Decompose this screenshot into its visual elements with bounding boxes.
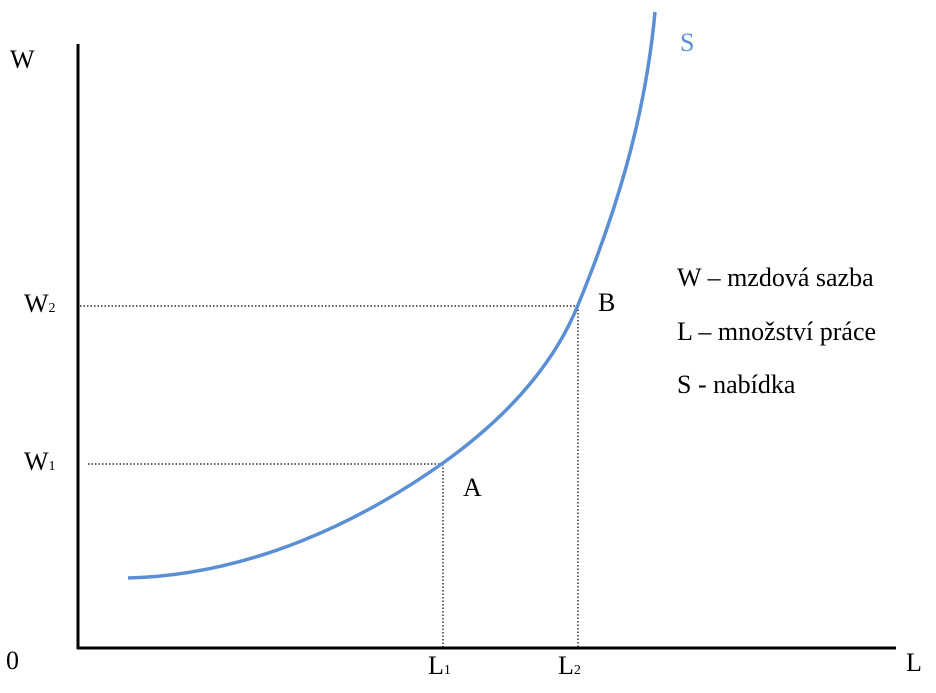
w2-sub: 2: [49, 301, 56, 316]
legend-item: L – množství práce: [677, 317, 876, 346]
legend-item: W – mzdová sazba: [677, 263, 874, 292]
origin-label: 0: [6, 646, 19, 675]
l2-base: L: [558, 651, 574, 680]
w1-sub: 1: [49, 459, 56, 474]
legend-item: S - nabídka: [677, 370, 796, 399]
guide-lines: [80, 305, 579, 648]
w2-base: W: [24, 289, 49, 318]
point-a-label: A: [463, 473, 482, 502]
w2-label: W2: [24, 289, 56, 318]
l1-sub: 1: [444, 663, 451, 678]
y-axis-label: W: [10, 45, 35, 74]
l1-label: L1: [428, 651, 451, 680]
l2-sub: 2: [574, 663, 581, 678]
l2-label: L2: [558, 651, 581, 680]
w1-base: W: [24, 447, 49, 476]
curve-label: S: [680, 28, 694, 57]
w1-label: W1: [24, 447, 56, 476]
supply-curve: [127, 11, 657, 580]
point-b-label: B: [598, 288, 615, 317]
l1-base: L: [428, 651, 444, 680]
x-axis-label: L: [906, 648, 922, 677]
